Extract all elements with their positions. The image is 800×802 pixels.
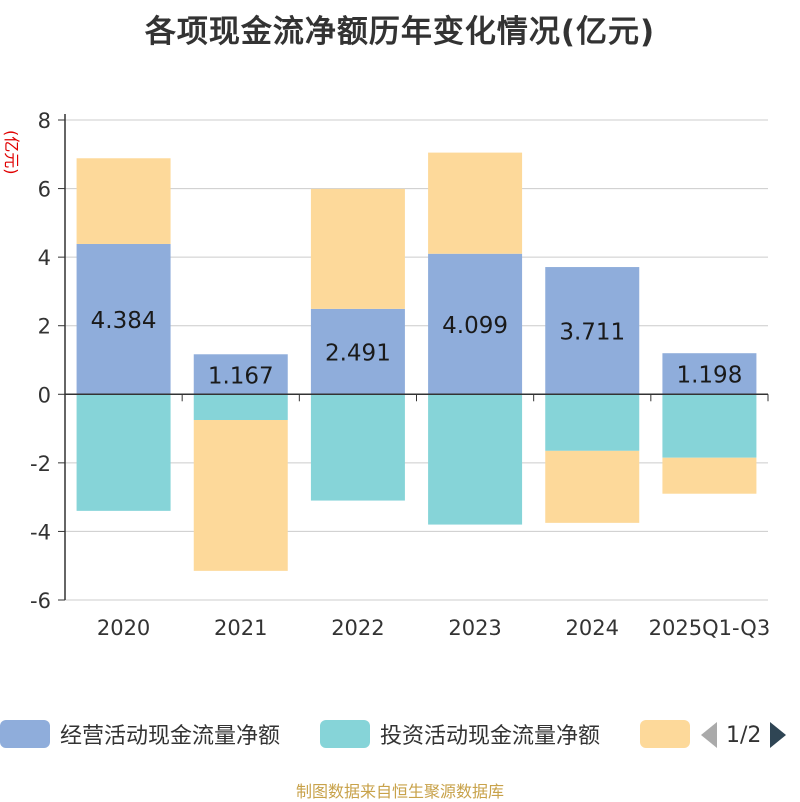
y-tick-label: 2 — [38, 315, 51, 339]
bar-third-2024 — [545, 450, 640, 523]
legend-page-indicator: 1/2 — [726, 722, 762, 748]
y-tick-label: 6 — [38, 178, 51, 202]
bar-operating-2020 — [76, 243, 171, 395]
y-tick-label: -6 — [30, 589, 51, 613]
bar-chart: -6 -4 -2 0 2 4 6 8 (亿元) 4.384 1.167 2.491 4.099 3.711… — [2, 109, 771, 640]
bar-investing-2022 — [310, 394, 405, 501]
bar-third-2020 — [76, 158, 171, 244]
bar-operating-2025Q1-Q3 — [662, 353, 757, 395]
bar-operating-2023 — [428, 253, 523, 395]
legend-item-operating[interactable]: 经营活动现金流量净额 — [0, 714, 280, 754]
data-source-note: 制图数据来自恒生聚源数据库 — [295, 782, 504, 801]
bar-third-2023 — [428, 152, 523, 254]
bar-investing-2024 — [545, 394, 640, 451]
x-tick-label: 2023 — [448, 616, 501, 640]
legend-pager: 1/2 — [700, 718, 787, 752]
bar-investing-2020 — [76, 394, 171, 511]
prev-page-icon[interactable] — [700, 722, 718, 748]
y-tick-label: 4 — [38, 246, 51, 270]
x-tick-label: 2022 — [331, 616, 384, 640]
data-label: 1.198 — [676, 363, 742, 389]
legend-swatch-investing — [320, 720, 370, 748]
chart-title: 各项现金流净额历年变化情况(亿元) — [144, 14, 656, 50]
data-label: 2.491 — [325, 341, 391, 367]
legend: 经营活动现金流量净额 投资活动现金流量净额 1/2 — [0, 714, 800, 754]
y-tick-label: 0 — [38, 383, 51, 407]
bar-third-2021 — [193, 420, 288, 571]
x-tick-label: 2020 — [97, 616, 150, 640]
bar-investing-2023 — [428, 394, 523, 525]
y-tick-label: -4 — [30, 520, 51, 544]
data-label: 3.711 — [559, 320, 625, 346]
legend-item-third[interactable] — [640, 714, 700, 754]
legend-swatch-operating — [0, 720, 50, 748]
legend-swatch-third — [640, 720, 690, 748]
x-tick-label: 2021 — [214, 616, 267, 640]
x-tick-label: 2025Q1-Q3 — [649, 616, 771, 640]
bar-operating-2024 — [545, 267, 640, 395]
bar-operating-2021 — [193, 354, 288, 395]
legend-item-investing[interactable]: 投资活动现金流量净额 — [320, 714, 600, 754]
data-label: 1.167 — [208, 363, 274, 389]
y-axis-label: (亿元) — [2, 130, 21, 175]
bar-third-2022 — [310, 188, 405, 309]
bar-investing-2021 — [193, 394, 288, 420]
next-page-icon[interactable] — [769, 722, 787, 748]
data-label: 4.099 — [442, 313, 508, 339]
y-tick-label: -2 — [30, 452, 51, 476]
legend-label-investing: 投资活动现金流量净额 — [380, 724, 601, 749]
bar-operating-2022 — [310, 308, 405, 395]
bar-investing-2025Q1-Q3 — [662, 394, 757, 458]
data-label: 4.384 — [91, 308, 157, 334]
x-tick-label: 2024 — [566, 616, 619, 640]
y-tick-label: 8 — [38, 109, 51, 133]
legend-label-operating: 经营活动现金流量净额 — [60, 724, 281, 749]
bar-third-2025Q1-Q3 — [662, 457, 757, 494]
